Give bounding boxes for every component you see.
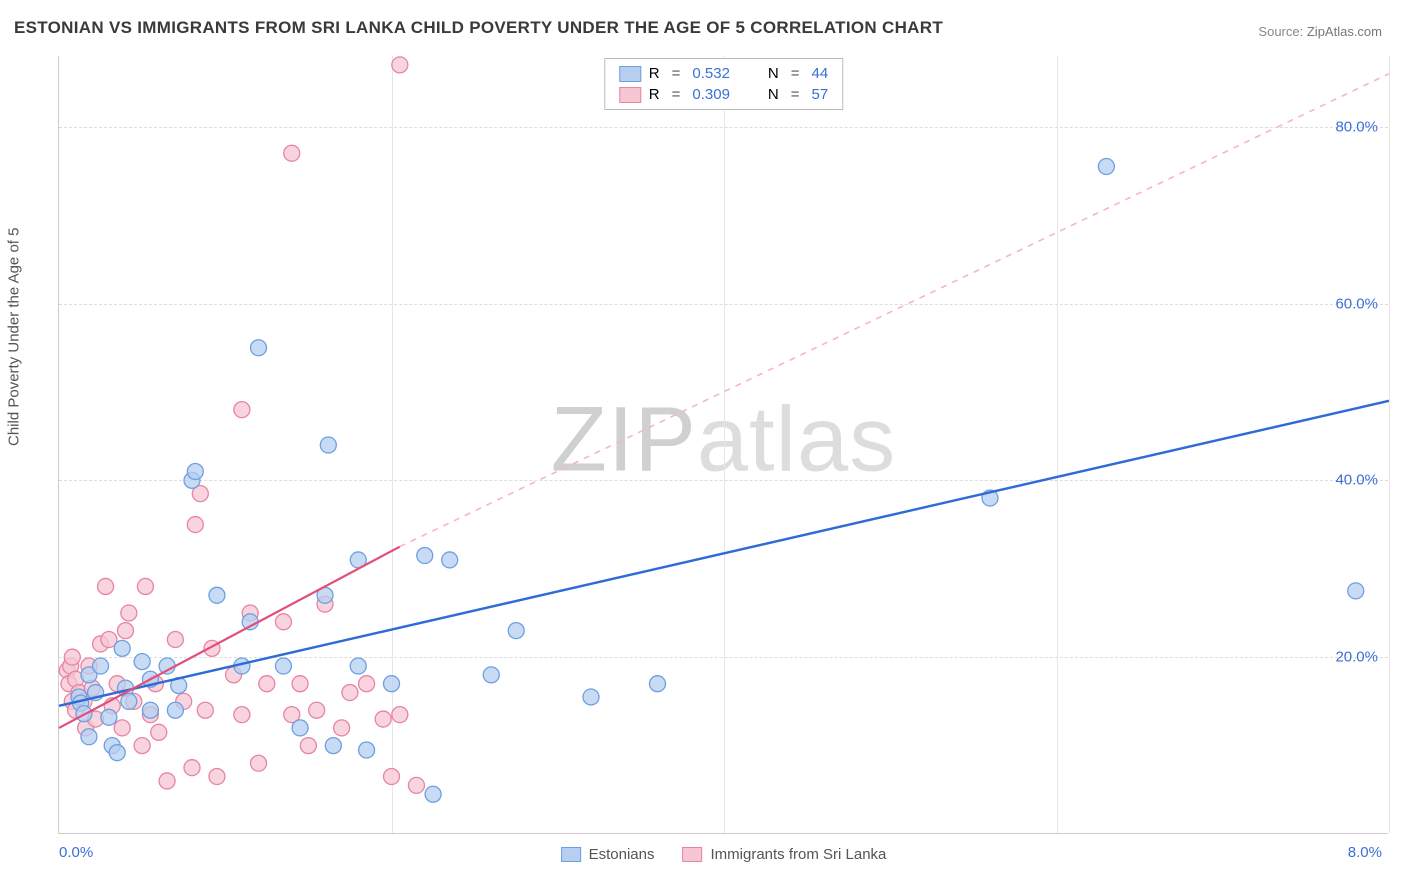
scatter-point <box>134 738 150 754</box>
y-tick-label: 80.0% <box>1335 118 1378 135</box>
scatter-point <box>251 755 267 771</box>
scatter-point <box>384 769 400 785</box>
chart-svg <box>59 56 1388 833</box>
scatter-point <box>251 340 267 356</box>
scatter-point <box>167 702 183 718</box>
scatter-point <box>275 614 291 630</box>
x-tick-min: 0.0% <box>59 844 93 861</box>
scatter-point <box>425 786 441 802</box>
scatter-point <box>309 702 325 718</box>
legend-series-label: Immigrants from Sri Lanka <box>710 846 886 863</box>
scatter-point <box>650 676 666 692</box>
y-tick-label: 20.0% <box>1335 649 1378 666</box>
legend-correlation: R = 0.532 N = 44 R = 0.309 N = 57 <box>604 58 843 110</box>
scatter-point <box>98 578 114 594</box>
scatter-point <box>114 720 130 736</box>
chart-plot-area: ZIPatlas 0.0% 8.0% R=0.532N=44R=0.309N=5… <box>58 56 1388 834</box>
trendline-srilanka-dashed <box>400 74 1389 547</box>
scatter-point <box>81 729 97 745</box>
scatter-point <box>234 402 250 418</box>
legend-n-value: 57 <box>812 86 829 103</box>
legend-r-value: 0.309 <box>692 86 730 103</box>
legend-n-label: N <box>768 65 779 82</box>
scatter-point <box>417 548 433 564</box>
scatter-point <box>483 667 499 683</box>
scatter-point <box>442 552 458 568</box>
scatter-point <box>64 649 80 665</box>
legend-series-item: Estonians <box>561 846 655 863</box>
legend-n-value: 44 <box>812 65 829 82</box>
legend-series: Estonians Immigrants from Sri Lanka <box>561 846 887 863</box>
legend-swatch <box>619 87 641 103</box>
legend-equals: = <box>672 86 681 103</box>
source-label: Source: <box>1258 24 1303 39</box>
legend-swatch <box>561 847 581 862</box>
scatter-point <box>101 709 117 725</box>
scatter-point <box>284 145 300 161</box>
scatter-point <box>187 464 203 480</box>
source-attribution: Source: ZipAtlas.com <box>1258 24 1382 39</box>
legend-swatch <box>619 66 641 82</box>
legend-n-label: N <box>768 86 779 103</box>
scatter-point <box>93 658 109 674</box>
scatter-point <box>320 437 336 453</box>
scatter-point <box>187 517 203 533</box>
x-tick-max: 8.0% <box>1348 844 1382 861</box>
legend-series-label: Estonians <box>589 846 655 863</box>
y-tick-label: 40.0% <box>1335 472 1378 489</box>
scatter-point <box>134 654 150 670</box>
scatter-point <box>359 742 375 758</box>
scatter-point <box>151 724 167 740</box>
y-tick-label: 60.0% <box>1335 295 1378 312</box>
y-axis-label: Child Poverty Under the Age of 5 <box>6 228 23 446</box>
legend-r-label: R <box>649 86 660 103</box>
scatter-point <box>137 578 153 594</box>
scatter-point <box>392 707 408 723</box>
scatter-point <box>300 738 316 754</box>
legend-equals: = <box>672 65 681 82</box>
legend-series-item: Immigrants from Sri Lanka <box>682 846 886 863</box>
scatter-point <box>121 693 137 709</box>
trendline-estonians <box>59 401 1389 706</box>
scatter-point <box>325 738 341 754</box>
scatter-point <box>1098 159 1114 175</box>
scatter-point <box>209 587 225 603</box>
scatter-point <box>275 658 291 674</box>
scatter-point <box>159 773 175 789</box>
scatter-point <box>109 745 125 761</box>
scatter-point <box>392 57 408 73</box>
scatter-point <box>259 676 275 692</box>
scatter-point <box>114 640 130 656</box>
scatter-point <box>384 676 400 692</box>
scatter-point <box>197 702 213 718</box>
scatter-point <box>1348 583 1364 599</box>
chart-title: ESTONIAN VS IMMIGRANTS FROM SRI LANKA CH… <box>14 18 943 38</box>
gridline-v <box>1389 56 1390 833</box>
scatter-point <box>234 707 250 723</box>
legend-r-label: R <box>649 65 660 82</box>
scatter-point <box>359 676 375 692</box>
scatter-point <box>342 685 358 701</box>
scatter-point <box>350 658 366 674</box>
legend-equals: = <box>791 65 800 82</box>
scatter-point <box>375 711 391 727</box>
legend-correlation-row: R = 0.309 N = 57 <box>605 84 842 105</box>
scatter-point <box>583 689 599 705</box>
legend-swatch <box>682 847 702 862</box>
scatter-point <box>292 720 308 736</box>
scatter-point <box>121 605 137 621</box>
scatter-point <box>167 632 183 648</box>
legend-r-value: 0.532 <box>692 65 730 82</box>
source-value: ZipAtlas.com <box>1307 24 1382 39</box>
scatter-point <box>508 623 524 639</box>
legend-correlation-row: R = 0.532 N = 44 <box>605 63 842 84</box>
scatter-point <box>142 702 158 718</box>
scatter-point <box>184 760 200 776</box>
scatter-point <box>408 777 424 793</box>
scatter-point <box>292 676 308 692</box>
scatter-point <box>334 720 350 736</box>
scatter-point <box>118 623 134 639</box>
legend-equals: = <box>791 86 800 103</box>
scatter-point <box>209 769 225 785</box>
